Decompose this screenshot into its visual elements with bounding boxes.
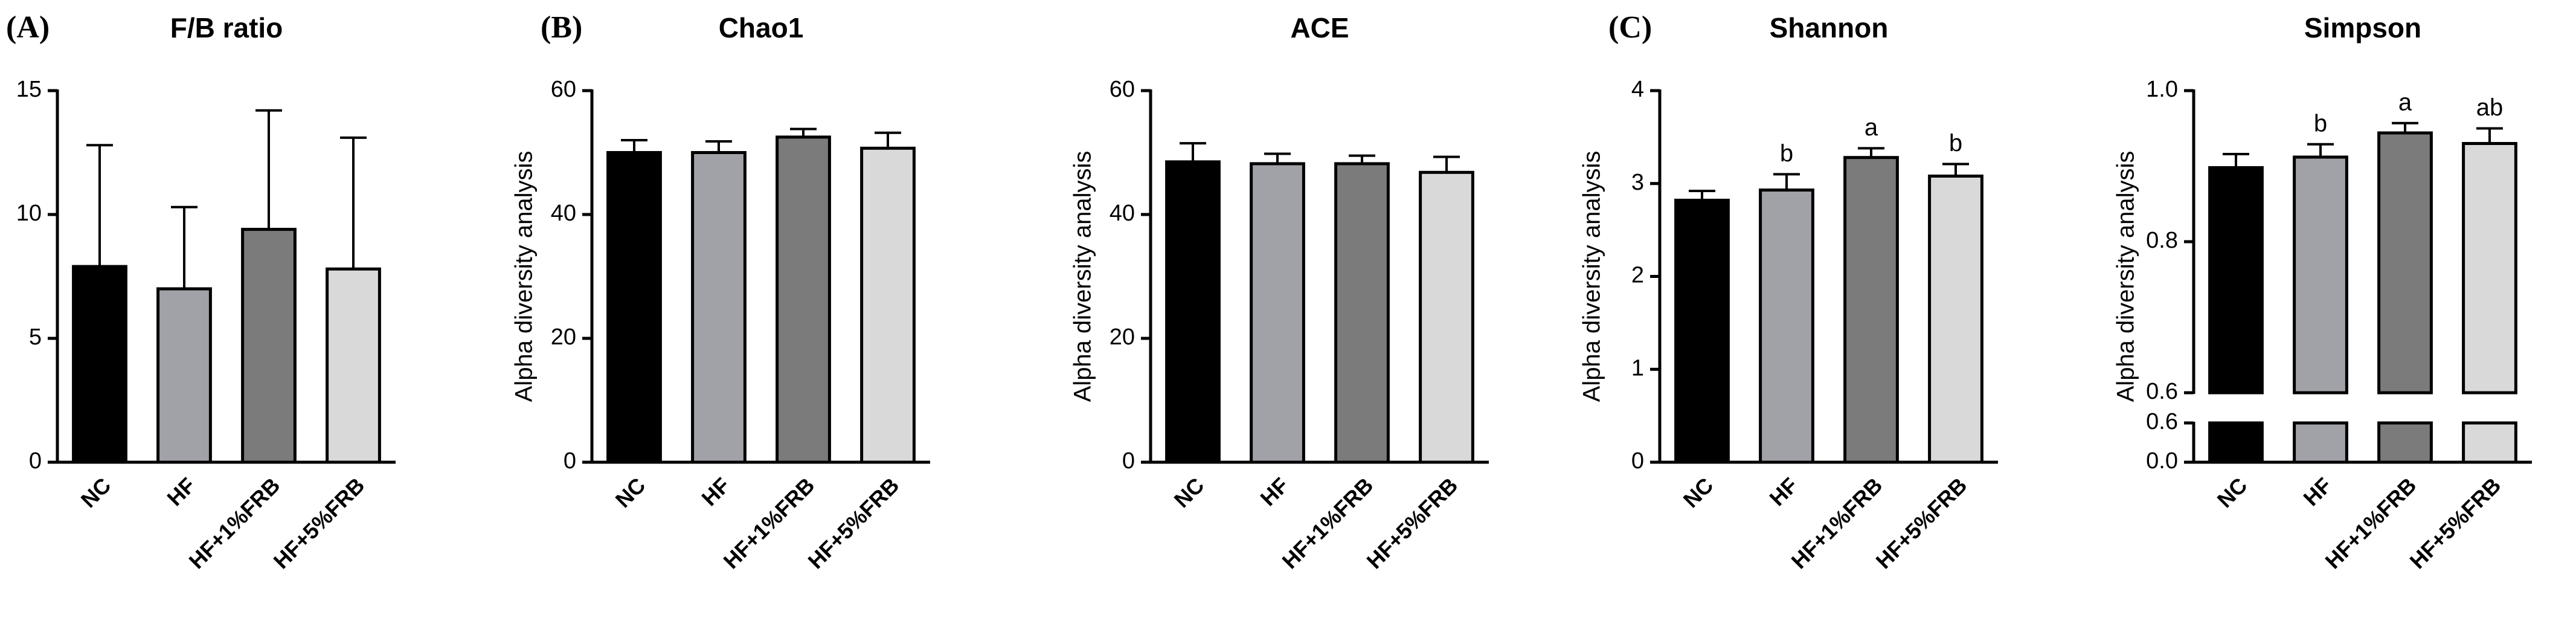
y-axis-label: Alpha diversity analysis bbox=[1579, 151, 1605, 402]
x-tick-label: HF+1%FRB bbox=[2320, 472, 2421, 573]
bar bbox=[776, 135, 831, 464]
y-tick-label: 40 bbox=[1110, 201, 1135, 226]
y-axis-label: Alpha diversity analysis bbox=[2113, 151, 2139, 402]
bar bbox=[1334, 162, 1390, 464]
x-tick-label: HF+5%FRB bbox=[1871, 472, 1971, 573]
y-tick-label: 1 bbox=[1631, 355, 1644, 381]
y-axis-label: Alpha diversity analysis bbox=[511, 151, 538, 402]
y-tick-label: 60 bbox=[1110, 77, 1135, 102]
panel-label: (B) bbox=[541, 10, 582, 45]
y-tick-label: 5 bbox=[29, 324, 42, 350]
panel-label: (C) bbox=[1608, 10, 1652, 45]
x-tick-label: HF+5%FRB bbox=[268, 472, 369, 573]
bar bbox=[1843, 156, 1899, 464]
bar bbox=[606, 151, 662, 464]
y-tick-label: 0 bbox=[564, 448, 576, 474]
bar bbox=[241, 228, 297, 464]
y-tick-label: 0.0 bbox=[2146, 448, 2178, 474]
y-tick-label: 3 bbox=[1631, 170, 1644, 195]
y-tick-label: 1.0 bbox=[2146, 77, 2178, 102]
y-tick-label: 0 bbox=[29, 448, 42, 474]
x-tick-label: NC bbox=[2212, 472, 2252, 512]
x-tick-label: HF+1%FRB bbox=[1786, 472, 1887, 573]
x-tick-label: NC bbox=[1678, 472, 1718, 512]
bar bbox=[2462, 142, 2517, 395]
significance-letter: a bbox=[2398, 89, 2412, 115]
chart-title: ACE bbox=[1290, 12, 1349, 44]
x-tick-label: HF bbox=[162, 472, 200, 511]
chart-title: Simpson bbox=[2304, 12, 2421, 44]
x-tick-label: HF bbox=[696, 472, 734, 511]
x-tick-label: NC bbox=[611, 472, 650, 512]
y-tick-label: 0 bbox=[1122, 448, 1135, 474]
significance-letter: b bbox=[1780, 140, 1793, 167]
x-tick-label: HF bbox=[1764, 472, 1802, 511]
chart-title: Shannon bbox=[1770, 12, 1889, 44]
y-tick-label: 20 bbox=[1110, 324, 1135, 350]
x-tick-label: NC bbox=[76, 472, 116, 512]
chart-title: Chao1 bbox=[719, 12, 804, 44]
x-tick-label: NC bbox=[1169, 472, 1209, 512]
y-tick-label: 10 bbox=[16, 201, 42, 226]
x-tick-label: HF+1%FRB bbox=[718, 472, 819, 573]
bar bbox=[2293, 155, 2348, 395]
y-tick-label: 0 bbox=[1631, 448, 1644, 474]
bar bbox=[1165, 160, 1221, 464]
bar-lower-part bbox=[2208, 421, 2264, 464]
bar-lower-part bbox=[2462, 421, 2517, 464]
x-tick-label: HF+1%FRB bbox=[1277, 472, 1378, 573]
y-tick-label: 0.6 bbox=[2146, 379, 2178, 404]
bar bbox=[691, 151, 747, 464]
x-tick-label: HF+5%FRB bbox=[2404, 472, 2505, 573]
significance-letter: ab bbox=[2476, 94, 2504, 121]
significance-letter: b bbox=[2314, 110, 2327, 137]
y-tick-label: 15 bbox=[16, 77, 42, 102]
bar bbox=[1419, 170, 1474, 464]
bar bbox=[860, 146, 916, 464]
bar bbox=[156, 287, 212, 464]
x-tick-label: HF+5%FRB bbox=[1361, 472, 1462, 573]
bar bbox=[1674, 198, 1730, 464]
bar bbox=[2377, 131, 2433, 395]
x-tick-label: HF bbox=[1255, 472, 1293, 511]
x-tick-label: HF+5%FRB bbox=[803, 472, 904, 573]
y-tick-label: 0.6 bbox=[2146, 409, 2178, 434]
y-axis-label: Alpha diversity analysis bbox=[1070, 151, 1096, 402]
significance-letter: a bbox=[1865, 114, 1878, 141]
bar bbox=[1250, 162, 1305, 464]
y-tick-label: 0.8 bbox=[2146, 228, 2178, 253]
significance-letter: b bbox=[1949, 130, 1962, 156]
y-tick-label: 40 bbox=[551, 201, 576, 226]
panel-label: (A) bbox=[6, 10, 50, 45]
bar bbox=[326, 267, 381, 464]
chart-title: F/B ratio bbox=[170, 12, 283, 44]
x-tick-label: HF bbox=[2298, 472, 2336, 511]
bar-lower-part bbox=[2377, 421, 2433, 464]
y-tick-label: 60 bbox=[551, 77, 576, 102]
x-tick-label: HF+1%FRB bbox=[184, 472, 284, 573]
bar bbox=[2208, 166, 2264, 395]
y-tick-label: 4 bbox=[1631, 77, 1644, 102]
bar bbox=[1759, 189, 1814, 464]
bar bbox=[1928, 174, 1983, 464]
y-tick-label: 2 bbox=[1631, 263, 1644, 288]
y-tick-label: 20 bbox=[551, 324, 576, 350]
bar bbox=[72, 265, 127, 464]
bar-lower-part bbox=[2293, 421, 2348, 464]
